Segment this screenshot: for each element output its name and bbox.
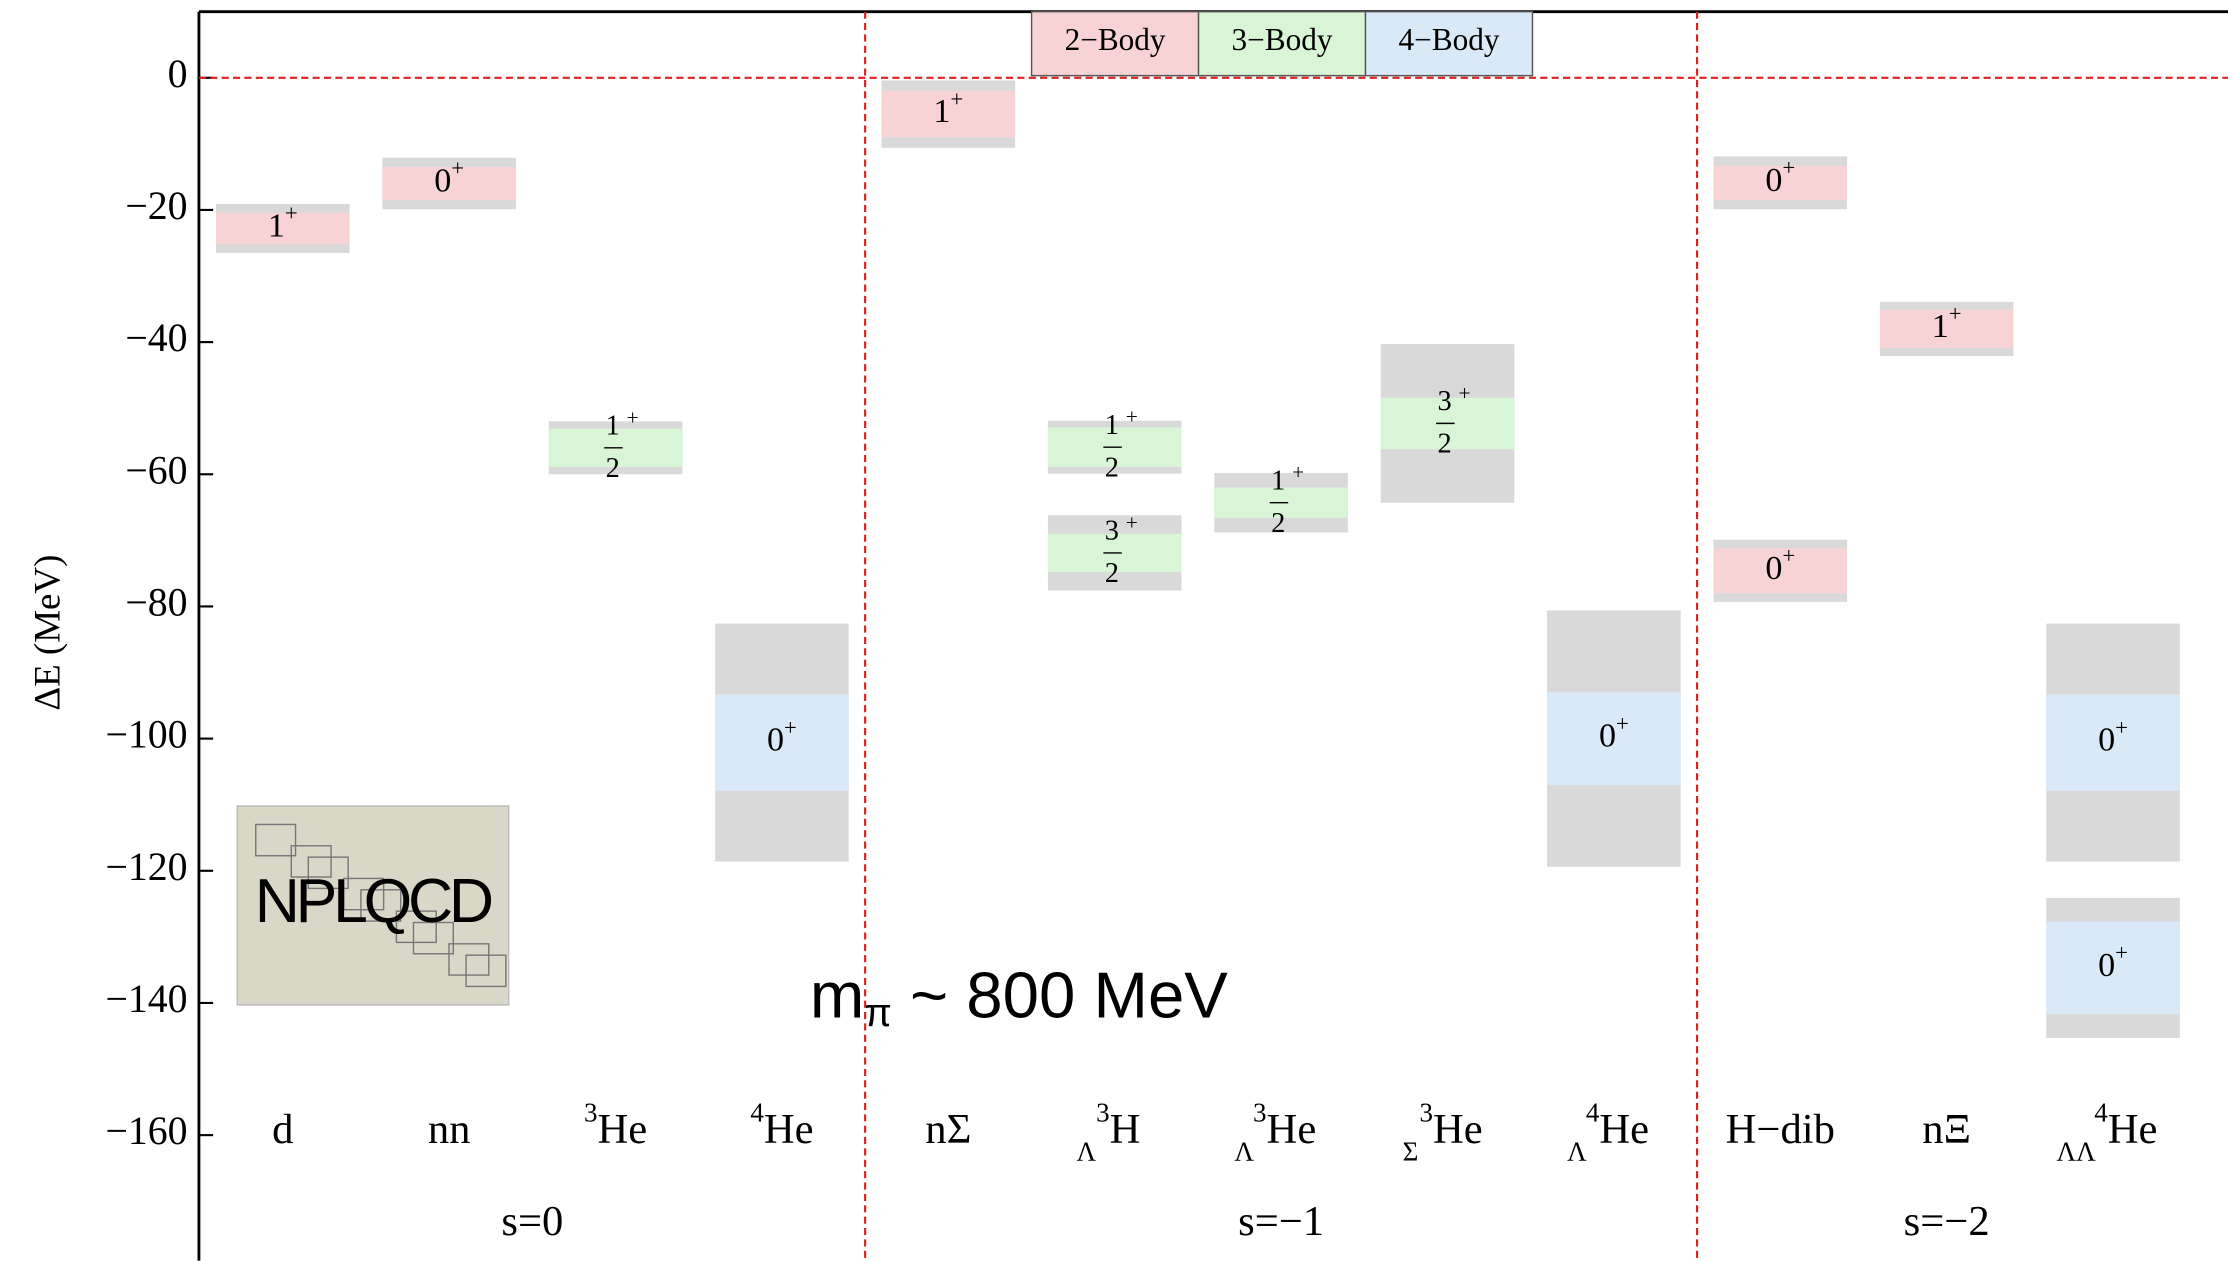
legend-label: 2−Body bbox=[1065, 22, 1166, 57]
category-main: He bbox=[597, 1106, 647, 1153]
parity: + bbox=[784, 715, 797, 740]
annotation-rest: ~ 800 MeV bbox=[892, 959, 1228, 1032]
category-main: H−dib bbox=[1726, 1106, 1835, 1153]
y-tick-label: −120 bbox=[105, 845, 187, 889]
category-superscript: 4 bbox=[1586, 1098, 1600, 1128]
category-main: nΞ bbox=[1922, 1106, 1971, 1153]
x-tick-label: 3He bbox=[584, 1098, 647, 1153]
category-superscript: 4 bbox=[750, 1098, 764, 1128]
legend-label: 4−Body bbox=[1398, 22, 1499, 57]
y-tick-label: −40 bbox=[125, 316, 187, 360]
parity: + bbox=[1459, 381, 1471, 405]
category-main: nn bbox=[428, 1106, 471, 1153]
x-tick-label: 3He bbox=[1253, 1098, 1316, 1153]
spin-denominator: 2 bbox=[1438, 429, 1452, 460]
category-subscript: Λ bbox=[1234, 1136, 1254, 1166]
category-superscript: 3 bbox=[1096, 1098, 1110, 1128]
x-tick-label: 4He bbox=[1586, 1098, 1649, 1153]
category-main: He bbox=[1267, 1106, 1317, 1153]
spin-numerator: 1 bbox=[1105, 410, 1119, 441]
category-main: d bbox=[272, 1106, 293, 1153]
sector-label: s=−1 bbox=[1238, 1198, 1324, 1245]
spin-denominator: 2 bbox=[1105, 558, 1119, 589]
category-subscript: ΛΛ bbox=[2057, 1136, 2097, 1166]
y-tick-label: −60 bbox=[125, 448, 187, 492]
category-main: He bbox=[1599, 1106, 1649, 1153]
y-tick-label: −80 bbox=[125, 581, 187, 625]
spin-numerator: 1 bbox=[1271, 465, 1285, 496]
x-tick-label: nΣ bbox=[925, 1106, 971, 1153]
parity: + bbox=[1126, 405, 1138, 429]
spin-denominator: 2 bbox=[606, 453, 620, 484]
parity: + bbox=[1949, 301, 1962, 326]
y-tick-label: −100 bbox=[105, 713, 187, 757]
x-tick-label: d bbox=[272, 1106, 293, 1153]
spin-numerator: 3 bbox=[1438, 386, 1452, 417]
spin-numerator: 3 bbox=[1105, 516, 1119, 547]
spin: 0 bbox=[434, 162, 451, 199]
parity: + bbox=[285, 201, 298, 226]
annotation-sub: π bbox=[864, 990, 891, 1034]
category-subscript: Λ bbox=[1077, 1136, 1097, 1166]
y-axis-label: ΔE (MeV) bbox=[27, 555, 69, 711]
y-tick-label: −20 bbox=[125, 184, 187, 228]
category-main: He bbox=[2108, 1106, 2158, 1153]
x-tick-label: 3He bbox=[1419, 1098, 1482, 1153]
category-main: He bbox=[1433, 1106, 1483, 1153]
parity: + bbox=[1616, 711, 1629, 736]
sector-label: s=−2 bbox=[1904, 1198, 1990, 1245]
x-tick-label: nn bbox=[428, 1106, 471, 1153]
chart: ΔE (MeV) 0 −20 −40 −60 −80 −100 −120 −140 −160 s=… bbox=[0, 0, 2228, 1261]
annotation: mπ ~ 800 MeV bbox=[810, 959, 1228, 1034]
x-tick-label: 4He bbox=[2094, 1098, 2157, 1153]
spin: 0 bbox=[2098, 721, 2115, 758]
spin: 1 bbox=[933, 93, 950, 130]
parity: + bbox=[2115, 715, 2128, 740]
annotation-main: m bbox=[810, 959, 864, 1032]
spin-denominator: 2 bbox=[1271, 508, 1285, 539]
parity: + bbox=[2115, 940, 2128, 965]
x-tick-label: 4He bbox=[750, 1098, 813, 1153]
category-main: H bbox=[1110, 1106, 1141, 1153]
x-tick-label: H−dib bbox=[1726, 1106, 1835, 1153]
spin: 0 bbox=[1765, 162, 1782, 199]
legend-label: 3−Body bbox=[1232, 22, 1333, 57]
x-tick-label: 3H bbox=[1096, 1098, 1140, 1153]
category-superscript: 3 bbox=[584, 1098, 598, 1128]
parity: + bbox=[451, 156, 464, 181]
spin: 0 bbox=[767, 721, 784, 758]
spin: 0 bbox=[1765, 550, 1782, 587]
parity: + bbox=[950, 87, 963, 112]
category-superscript: 3 bbox=[1253, 1098, 1267, 1128]
y-tick-label: −160 bbox=[105, 1109, 187, 1153]
spin: 0 bbox=[1599, 717, 1616, 754]
y-tick-label: −140 bbox=[105, 977, 187, 1021]
category-subscript: Λ bbox=[1567, 1136, 1587, 1166]
logo-text: NPLQCD bbox=[255, 866, 492, 936]
x-tick-label: nΞ bbox=[1922, 1106, 1971, 1153]
category-superscript: 4 bbox=[2094, 1098, 2108, 1128]
category-main: He bbox=[764, 1106, 814, 1153]
spin: 1 bbox=[268, 207, 285, 244]
spin: 1 bbox=[1932, 308, 1949, 345]
y-tick-label: 0 bbox=[168, 52, 188, 96]
parity: + bbox=[1292, 460, 1304, 484]
spin-numerator: 1 bbox=[606, 410, 620, 441]
parity: + bbox=[1782, 155, 1795, 180]
spin-denominator: 2 bbox=[1105, 452, 1119, 483]
category-subscript: Σ bbox=[1403, 1136, 1419, 1166]
parity: + bbox=[627, 405, 639, 429]
parity: + bbox=[1782, 543, 1795, 568]
category-superscript: 3 bbox=[1419, 1098, 1433, 1128]
parity: + bbox=[1126, 510, 1138, 534]
sector-label: s=0 bbox=[501, 1198, 563, 1245]
spin: 0 bbox=[2098, 947, 2115, 984]
category-main: nΣ bbox=[925, 1106, 971, 1153]
